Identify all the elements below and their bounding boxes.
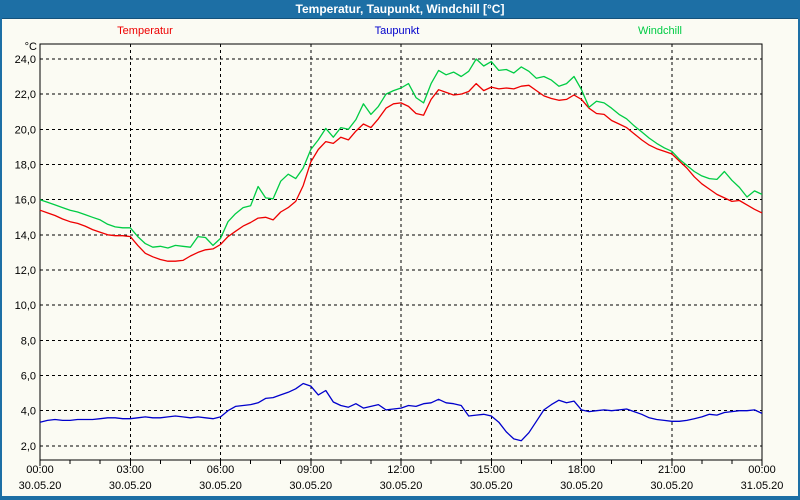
x-time-label: 06:00	[207, 464, 235, 476]
title-bar: Temperatur, Taupunkt, Windchill [°C]	[2, 0, 798, 19]
x-time-label: 03:00	[116, 464, 144, 476]
y-tick-label: 18,0	[15, 159, 36, 171]
x-date-label: 30.05.20	[289, 480, 332, 492]
legend-item-windchill: Windchill	[637, 25, 682, 37]
y-tick-label: 10,0	[15, 300, 36, 312]
x-time-label: 00:00	[748, 464, 776, 476]
x-time-label: 18:00	[568, 464, 596, 476]
x-time-label: 15:00	[477, 464, 505, 476]
y-tick-label: 8,0	[21, 335, 36, 347]
x-date-label: 30.05.20	[109, 480, 152, 492]
y-tick-label: 16,0	[15, 195, 36, 207]
legend-item-temperatur: Temperatur	[117, 25, 173, 37]
y-tick-label: 14,0	[15, 230, 36, 242]
y-tick-label: 20,0	[15, 124, 36, 136]
x-date-label: 30.05.20	[199, 480, 242, 492]
x-time-label: 21:00	[658, 464, 686, 476]
y-tick-label: 12,0	[15, 265, 36, 277]
x-date-label: 30.05.20	[470, 480, 513, 492]
series-line-taupunkt	[39, 382, 763, 442]
y-tick-label: 4,0	[21, 406, 36, 418]
x-date-label: 30.05.20	[19, 480, 62, 492]
x-time-label: 12:00	[387, 464, 415, 476]
y-axis-unit: °C	[25, 41, 37, 53]
series-line-temperatur	[39, 82, 763, 262]
y-tick-label: 2,0	[21, 441, 36, 453]
series-line-windchill	[39, 58, 763, 249]
y-tick-label: 24,0	[15, 54, 36, 66]
x-time-label: 00:00	[26, 464, 54, 476]
x-date-label: 30.05.20	[650, 480, 693, 492]
x-time-label: 09:00	[297, 464, 325, 476]
x-date-label: 31.05.20	[741, 480, 784, 492]
y-tick-label: 6,0	[21, 371, 36, 383]
window-title: Temperatur, Taupunkt, Windchill [°C]	[295, 2, 505, 16]
legend-item-taupunkt: Taupunkt	[374, 25, 420, 37]
x-date-label: 30.05.20	[380, 480, 423, 492]
x-date-label: 30.05.20	[560, 480, 603, 492]
y-tick-label: 22,0	[15, 89, 36, 101]
